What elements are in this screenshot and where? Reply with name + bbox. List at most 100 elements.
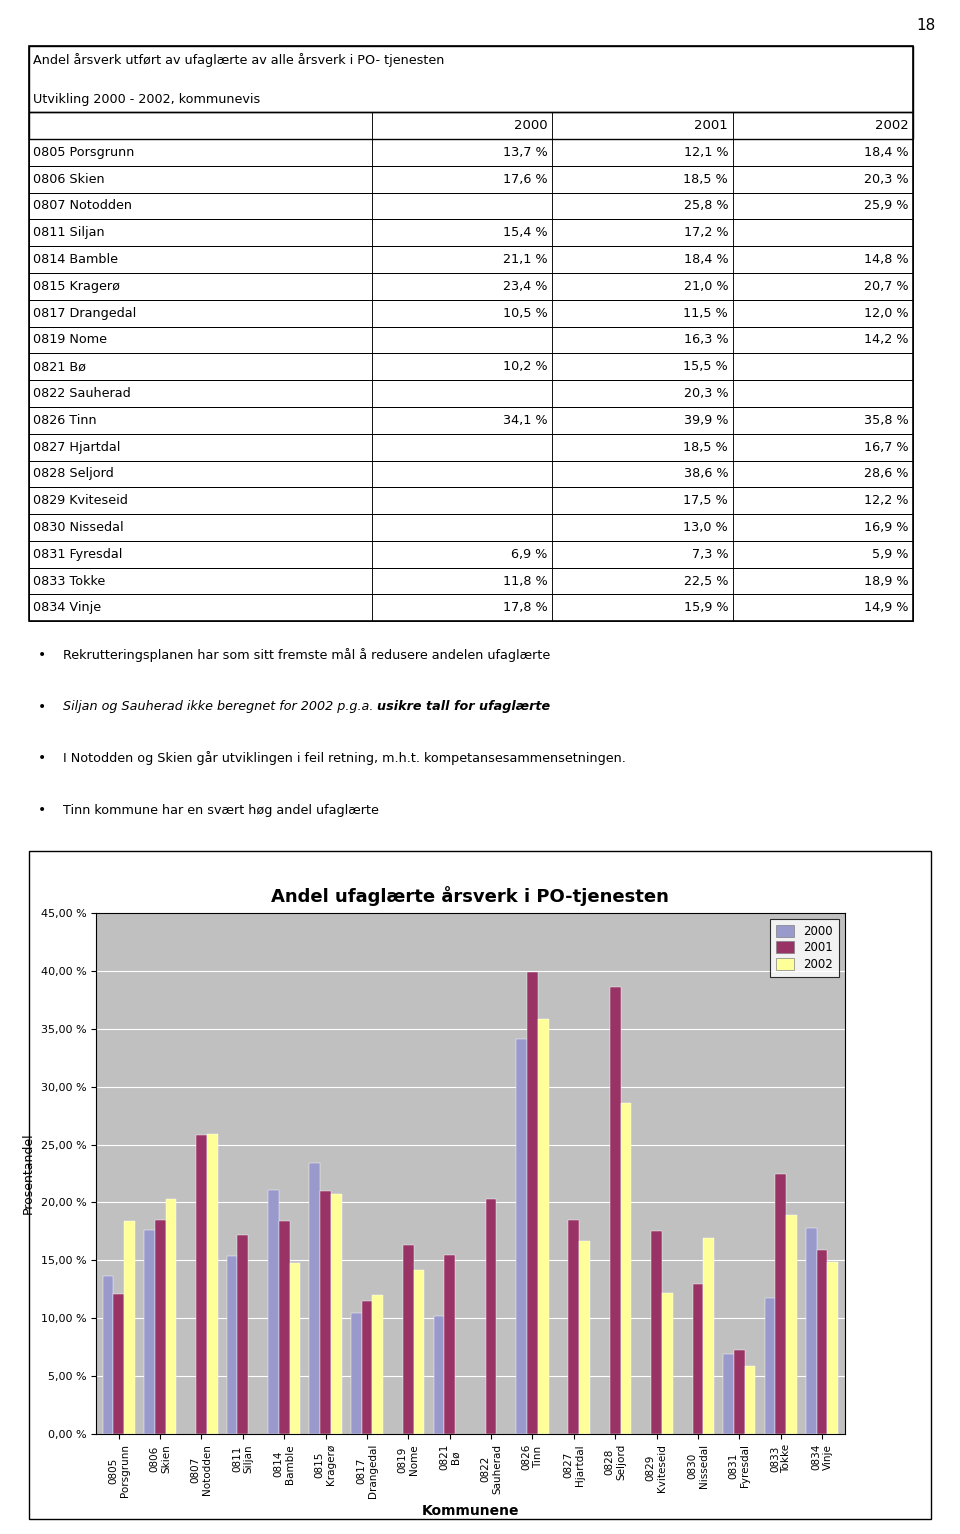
Bar — [732, 327, 913, 353]
Bar — [372, 1295, 383, 1434]
Bar — [552, 245, 732, 273]
Bar — [29, 193, 372, 219]
Bar — [29, 112, 372, 140]
Bar — [372, 353, 552, 380]
Bar — [372, 460, 552, 488]
Text: 0814 Bamble: 0814 Bamble — [34, 253, 118, 265]
Bar — [552, 193, 732, 219]
Text: 0807 Notodden: 0807 Notodden — [34, 199, 132, 212]
Bar — [113, 1295, 124, 1434]
Text: 0806 Skien: 0806 Skien — [34, 173, 105, 186]
Bar — [372, 434, 552, 460]
Text: 11,8 %: 11,8 % — [503, 575, 547, 588]
Bar — [362, 1301, 372, 1434]
Text: Rekrutteringsplanen har som sitt fremste mål å redusere andelen ufaglærte: Rekrutteringsplanen har som sitt fremste… — [63, 647, 550, 661]
Bar — [29, 568, 372, 595]
Text: Utvikling 2000 - 2002, kommunevis: Utvikling 2000 - 2002, kommunevis — [34, 94, 260, 106]
Bar — [723, 1355, 734, 1434]
Text: Tinn kommune har en svært høg andel ufaglærte: Tinn kommune har en svært høg andel ufag… — [63, 804, 379, 816]
Bar — [290, 1262, 300, 1434]
Bar — [29, 193, 913, 219]
Bar — [29, 219, 913, 245]
Bar — [732, 434, 913, 460]
Bar — [321, 1190, 331, 1434]
Bar — [372, 193, 552, 219]
Bar — [732, 299, 913, 327]
Bar — [29, 407, 372, 434]
Bar — [620, 1103, 632, 1434]
Bar — [372, 299, 552, 327]
Text: 0817 Drangedal: 0817 Drangedal — [34, 307, 136, 319]
Bar — [732, 488, 913, 514]
Bar — [29, 299, 372, 327]
Text: 7,3 %: 7,3 % — [691, 548, 728, 561]
Text: 2000: 2000 — [514, 120, 547, 132]
Bar — [29, 46, 913, 112]
Bar — [29, 460, 372, 488]
Text: 23,4 %: 23,4 % — [503, 279, 547, 293]
Text: 13,7 %: 13,7 % — [503, 146, 547, 160]
Bar — [268, 1190, 278, 1434]
Bar — [552, 568, 732, 595]
Bar — [29, 434, 372, 460]
Text: •: • — [37, 804, 46, 818]
Bar — [331, 1195, 342, 1434]
Text: 6,9 %: 6,9 % — [512, 548, 547, 561]
Text: 15,5 %: 15,5 % — [684, 360, 728, 373]
Bar — [29, 353, 372, 380]
Text: •: • — [37, 700, 46, 713]
Bar — [372, 273, 552, 299]
Bar — [516, 1039, 527, 1434]
Bar — [610, 986, 620, 1434]
Bar — [29, 219, 372, 245]
Text: 14,2 %: 14,2 % — [864, 333, 908, 347]
Bar — [372, 568, 552, 595]
Bar — [552, 514, 732, 542]
Text: 25,8 %: 25,8 % — [684, 199, 728, 212]
Bar — [732, 595, 913, 621]
Bar — [704, 1238, 714, 1434]
Bar — [732, 353, 913, 380]
Bar — [29, 488, 372, 514]
Bar — [372, 140, 552, 166]
Bar — [372, 488, 552, 514]
Bar — [350, 1313, 362, 1434]
Bar — [29, 407, 913, 434]
Bar — [552, 460, 732, 488]
Bar — [552, 273, 732, 299]
Text: 12,0 %: 12,0 % — [864, 307, 908, 319]
Bar — [552, 166, 732, 193]
Text: 0821 Bø: 0821 Bø — [34, 360, 86, 373]
Text: 0828 Seljord: 0828 Seljord — [34, 468, 114, 480]
Bar — [227, 1256, 237, 1434]
Bar — [124, 1221, 135, 1434]
Bar — [29, 245, 372, 273]
Bar — [29, 460, 913, 488]
Bar — [732, 140, 913, 166]
Bar — [552, 219, 732, 245]
Bar — [552, 595, 732, 621]
Bar — [29, 514, 372, 542]
Bar — [732, 193, 913, 219]
Bar — [776, 1174, 786, 1434]
Bar — [165, 1200, 177, 1434]
Bar — [29, 166, 372, 193]
Bar — [552, 353, 732, 380]
Bar — [527, 973, 538, 1434]
Bar — [29, 595, 913, 621]
Bar — [817, 1250, 828, 1434]
Text: 12,2 %: 12,2 % — [864, 494, 908, 508]
Text: 25,9 %: 25,9 % — [864, 199, 908, 212]
Bar — [828, 1261, 838, 1434]
Text: 21,0 %: 21,0 % — [684, 279, 728, 293]
Bar — [403, 1246, 414, 1434]
Text: 22,5 %: 22,5 % — [684, 575, 728, 588]
Text: 0831 Fyresdal: 0831 Fyresdal — [34, 548, 123, 561]
Text: 0833 Tokke: 0833 Tokke — [34, 575, 106, 588]
Bar — [732, 407, 913, 434]
Text: 10,5 %: 10,5 % — [503, 307, 547, 319]
Bar — [538, 1020, 548, 1434]
Bar — [732, 514, 913, 542]
Bar — [372, 542, 552, 568]
Text: 0829 Kviteseid: 0829 Kviteseid — [34, 494, 129, 508]
